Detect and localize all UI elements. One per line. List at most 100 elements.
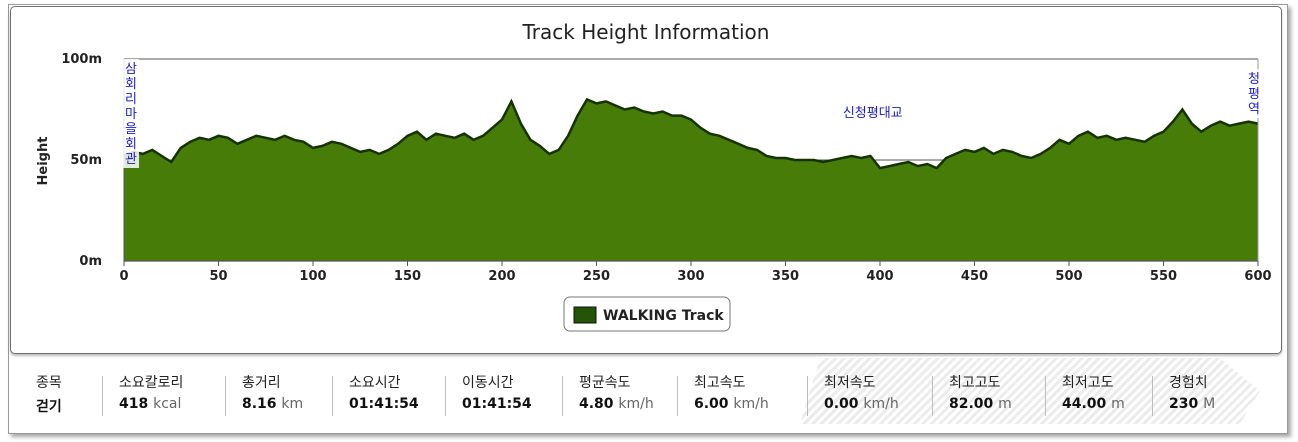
- y-tick-label: 50m: [70, 153, 102, 168]
- x-tick-label: 550: [1150, 269, 1177, 284]
- stat-label: 이동시간: [462, 375, 514, 391]
- legend[interactable]: WALKING Track: [563, 296, 731, 332]
- stat-label: 최저고도: [1062, 375, 1114, 391]
- stat-item: 최저속도 0.00 km/h: [810, 372, 899, 416]
- annotation-bg: [123, 59, 139, 168]
- stat-value-row: 걷기: [36, 396, 62, 416]
- stat-value-row: 418 kcal: [119, 396, 183, 412]
- x-tick-label: 100: [299, 269, 326, 284]
- stat-label: 최고속도: [694, 375, 746, 391]
- area-outline: [123, 97, 1259, 170]
- stat-value-row: 4.80 km/h: [579, 396, 654, 412]
- stat-item: 평균속도 4.80 km/h: [565, 372, 654, 416]
- annotation-bg: [1246, 69, 1262, 118]
- legend-label: WALKING Track: [603, 308, 724, 324]
- stat-item: 최고속도 6.00 km/h: [680, 372, 769, 416]
- annotation-bg: [836, 104, 909, 121]
- stat-label: 소요칼로리: [119, 375, 184, 391]
- x-tick-label: 150: [394, 269, 421, 284]
- x-tick-label: 400: [866, 269, 893, 284]
- y-tick-label: 100m: [61, 52, 102, 67]
- stat-item: 소요칼로리 418 kcal: [105, 372, 183, 416]
- stat-unit: km/h: [863, 396, 899, 412]
- stat-separator: [1045, 376, 1046, 416]
- stat-item: 총거리 8.16 km: [228, 372, 303, 416]
- stat-value-row: 01:41:54: [462, 396, 532, 412]
- stat-item: 최고고도 82.00 m: [935, 372, 1012, 416]
- stat-item: 경험치 230 M: [1155, 372, 1215, 416]
- stat-unit: km/h: [618, 396, 654, 412]
- x-tick-label: 300: [677, 269, 704, 284]
- stat-separator: [225, 376, 226, 416]
- stat-unit: km/h: [733, 396, 769, 412]
- stat-separator: [677, 376, 678, 416]
- stat-value: 230: [1169, 396, 1199, 412]
- stat-value-row: 0.00 km/h: [824, 396, 899, 412]
- stat-label: 평균속도: [579, 375, 631, 391]
- y-axis-label: Height: [36, 137, 51, 186]
- stat-value-row: 01:41:54: [349, 396, 419, 412]
- stat-value: 01:41:54: [462, 396, 532, 412]
- stat-separator: [445, 376, 446, 416]
- stat-unit: kcal: [153, 396, 182, 412]
- stat-item: 소요시간 01:41:54: [335, 372, 419, 416]
- annotations: 삼 회 리 마 을 회 관 신청평대교 청 평 역: [123, 59, 1262, 168]
- stat-label: 최저속도: [824, 375, 876, 391]
- stat-label: 총거리: [242, 375, 281, 391]
- stat-unit: km: [281, 396, 304, 412]
- area-fill: [124, 99, 1258, 262]
- stat-value: 44.00: [1062, 396, 1107, 412]
- stat-separator: [102, 376, 103, 416]
- stat-item: 최저고도 44.00 m: [1048, 372, 1125, 416]
- stat-unit: M: [1203, 396, 1216, 412]
- stat-separator: [332, 376, 333, 416]
- stat-value: 418: [119, 396, 149, 412]
- stat-value-row: 8.16 km: [242, 396, 303, 412]
- annotation: 신청평대교: [836, 104, 909, 121]
- stat-separator: [807, 376, 808, 416]
- stat-value: 8.16: [242, 396, 277, 412]
- stat-separator: [562, 376, 563, 416]
- legend-box[interactable]: [563, 296, 731, 332]
- x-tick-label: 500: [1055, 269, 1082, 284]
- stats-stripe-decoration: [800, 358, 1260, 424]
- stat-value-row: 44.00 m: [1062, 396, 1125, 412]
- x-tick-label: 350: [772, 269, 799, 284]
- stat-label: 종목: [36, 375, 62, 391]
- stat-separator: [1152, 376, 1153, 416]
- x-tick-label: 450: [961, 269, 988, 284]
- stat-separator: [932, 376, 933, 416]
- x-tick-label: 250: [583, 269, 610, 284]
- chart-panel: Track Height Information Height 0 50 100 15…: [10, 6, 1282, 354]
- stat-value-row: 82.00 m: [949, 396, 1012, 412]
- stats-bar: 종목 걷기 소요칼로리 418 kcal 총거리 8.16 km 소요시간 01:41:54 이…: [10, 358, 1280, 424]
- x-tick-label: 600: [1244, 269, 1271, 284]
- area-series: [123, 97, 1259, 262]
- stat-label: 소요시간: [349, 375, 401, 391]
- tick-labels: 0 50 100 150 200 250 300 350 400 450 500 550 600 0m 50…: [61, 52, 1271, 284]
- height-chart: Track Height Information Height 0 50 100 15…: [36, 20, 1272, 332]
- annotation-label: 신청평대교: [843, 106, 903, 121]
- x-tick-label: 50: [209, 269, 227, 284]
- stat-value: 0.00: [824, 396, 859, 412]
- chart-title: Track Height Information: [522, 20, 770, 44]
- stat-value-row: 6.00 km/h: [694, 396, 769, 412]
- stat-value: 4.80: [579, 396, 614, 412]
- stat-unit: m: [1111, 396, 1125, 412]
- x-tick-label: 0: [119, 269, 128, 284]
- stat-label: 경험치: [1169, 375, 1208, 391]
- stat-value: 걷기: [36, 399, 62, 415]
- stat-item: 이동시간 01:41:54: [448, 372, 532, 416]
- y-tick-label: 0m: [79, 254, 102, 269]
- x-tick-label: 200: [488, 269, 515, 284]
- stat-label: 최고고도: [949, 375, 1001, 391]
- stat-value-row: 230 M: [1169, 396, 1215, 412]
- stat-unit: m: [998, 396, 1012, 412]
- stat-value: 01:41:54: [349, 396, 419, 412]
- stat-value: 82.00: [949, 396, 994, 412]
